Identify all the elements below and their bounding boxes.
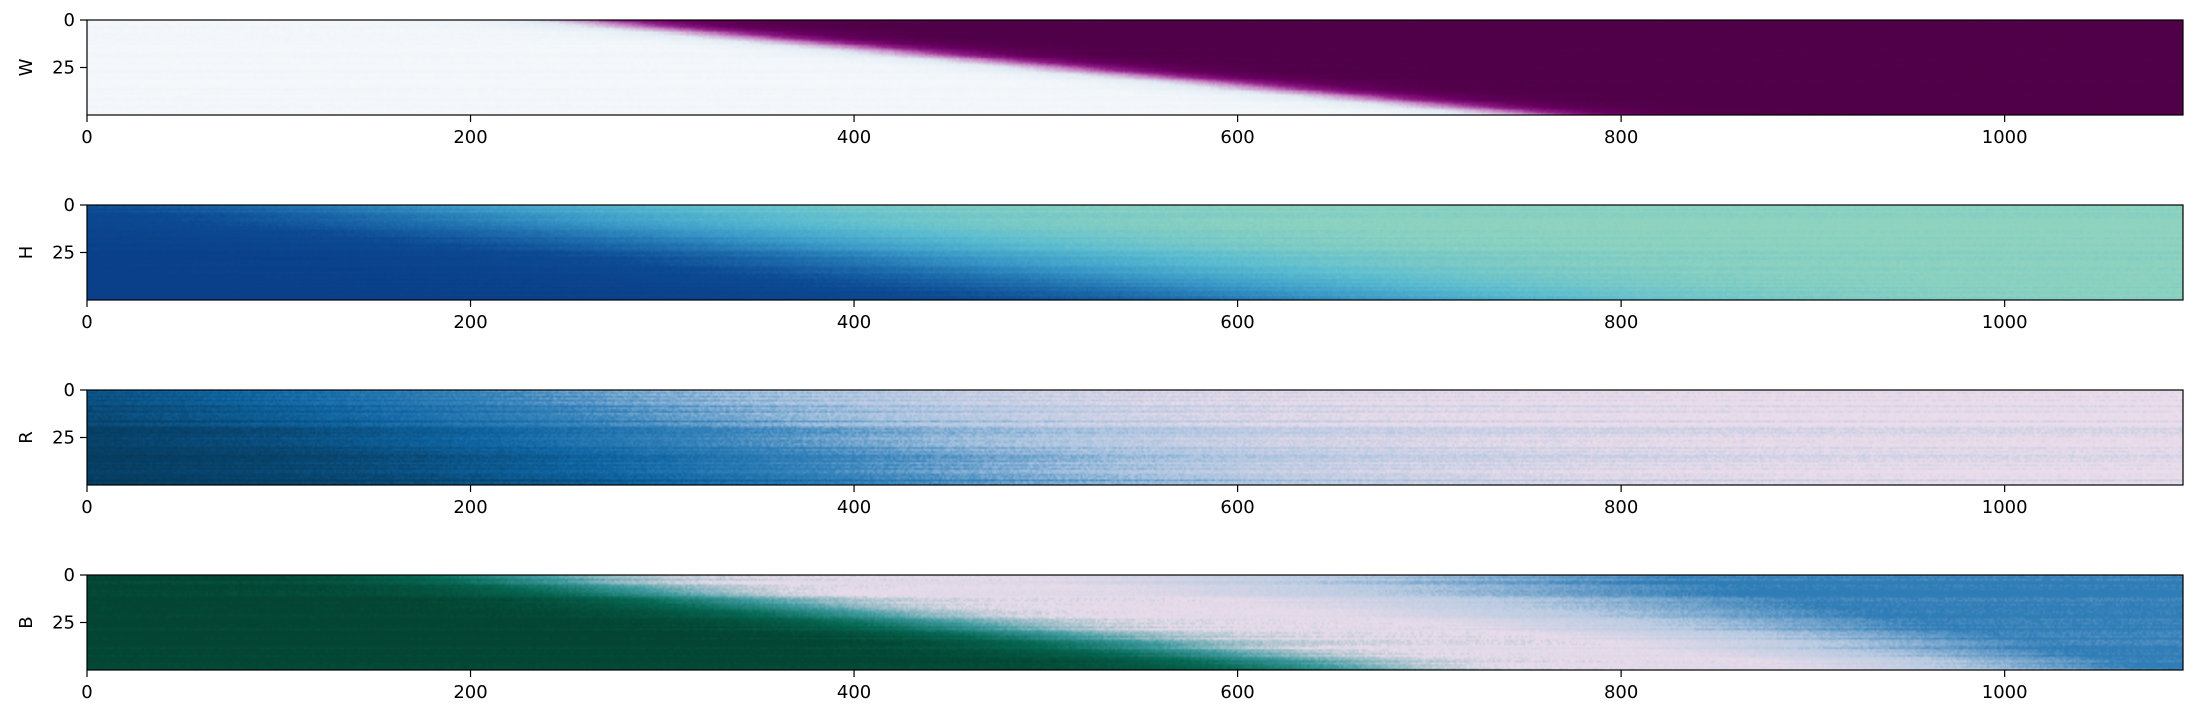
x-tick-label: 800 (1604, 682, 1638, 703)
x-tick-label: 0 (81, 312, 92, 333)
x-tick-label: 200 (453, 312, 487, 333)
x-tick-label: 800 (1604, 497, 1638, 518)
x-tick-label: 1000 (1982, 127, 2028, 148)
heatmap-image-B (87, 575, 2183, 670)
x-tick-label: 1000 (1982, 312, 2028, 333)
x-tick-label: 600 (1220, 312, 1254, 333)
x-tick-label: 0 (81, 682, 92, 703)
heatmap-panel-B: 0 200 400 600 800 1000 0 25 B (16, 565, 2184, 703)
x-tick-label: 400 (837, 127, 871, 148)
heatmap-image-H (87, 205, 2183, 300)
y-tick-label: 25 (52, 428, 75, 449)
x-tick-label: 1000 (1982, 682, 2028, 703)
x-tick-label: 0 (81, 127, 92, 148)
y-axis-label: R (16, 431, 37, 444)
y-tick-label: 25 (52, 58, 75, 79)
y-axis-label: W (16, 58, 37, 76)
x-tick-label: 200 (453, 497, 487, 518)
heatmap-panel-R: 0 200 400 600 800 1000 0 25 R (16, 380, 2184, 518)
x-tick-label: 200 (453, 682, 487, 703)
x-tick-label: 400 (837, 497, 871, 518)
x-tick-label: 400 (837, 312, 871, 333)
x-tick-label: 400 (837, 682, 871, 703)
y-axis-label: B (16, 616, 37, 628)
x-tick-label: 600 (1220, 127, 1254, 148)
x-tick-label: 600 (1220, 682, 1254, 703)
x-tick-label: 800 (1604, 312, 1638, 333)
y-tick-label: 25 (52, 243, 75, 264)
x-tick-label: 1000 (1982, 497, 2028, 518)
y-tick-label: 0 (64, 195, 75, 216)
heatmap-panel-W: 0 200 400 600 800 1000 0 25 W (16, 10, 2184, 148)
heatmap-image-W (87, 20, 2183, 115)
y-tick-label: 25 (52, 613, 75, 634)
y-tick-label: 0 (64, 380, 75, 401)
x-tick-label: 0 (81, 497, 92, 518)
y-axis-label: H (16, 246, 37, 260)
x-tick-label: 800 (1604, 127, 1638, 148)
y-tick-label: 0 (64, 565, 75, 586)
y-tick-label: 0 (64, 10, 75, 31)
heatmap-panel-H: 0 200 400 600 800 1000 0 25 H (16, 195, 2184, 333)
heatmap-image-R (87, 390, 2183, 485)
x-tick-label: 600 (1220, 497, 1254, 518)
x-tick-label: 200 (453, 127, 487, 148)
